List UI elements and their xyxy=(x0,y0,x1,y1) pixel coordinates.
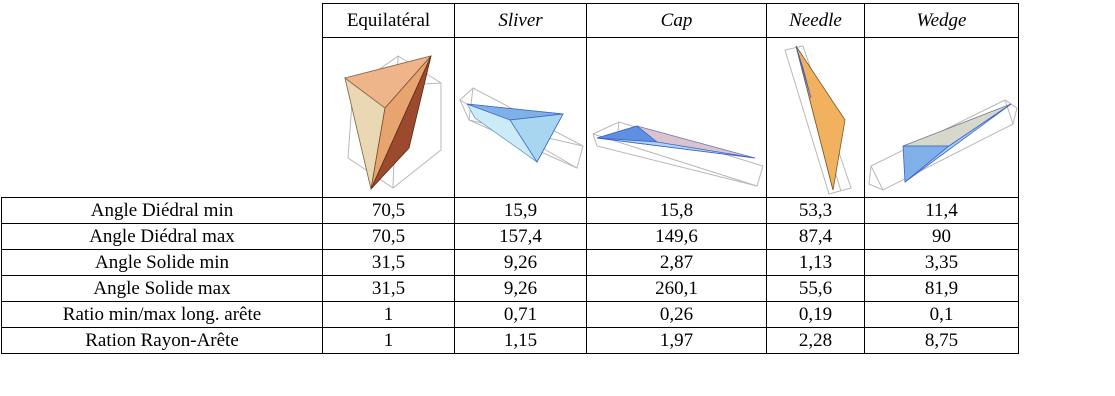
cell-radius-edge-cap: 1,97 xyxy=(586,327,767,354)
cell-dihedral-max-equilateral: 70,5 xyxy=(322,223,455,250)
image-row-blank-cell xyxy=(1,37,323,198)
cell-solid-max-needle: 55,6 xyxy=(766,275,865,302)
image-row xyxy=(1,37,1019,198)
cell-solid-min-equilateral: 31,5 xyxy=(322,249,455,276)
equilateral-image-cell xyxy=(322,37,455,198)
cell-edge-ratio-equilateral: 1 xyxy=(322,301,455,328)
cell-dihedral-min-equilateral: 70,5 xyxy=(322,197,455,224)
header-row: Equilatéral Sliver Cap Needle Wedge xyxy=(2,3,1019,38)
table-row: Ratio min/max long. arête 1 0,71 0,26 0,… xyxy=(1,301,1019,328)
cell-radius-edge-equilateral: 1 xyxy=(322,327,455,354)
cell-solid-max-equilateral: 31,5 xyxy=(322,275,455,302)
row-label-edge-ratio: Ratio min/max long. arête xyxy=(1,301,323,328)
col-header-cap: Cap xyxy=(586,3,767,38)
cell-dihedral-min-wedge: 11,4 xyxy=(864,197,1019,224)
wedge-image-cell xyxy=(864,37,1019,198)
cell-solid-min-needle: 1,13 xyxy=(766,249,865,276)
cell-dihedral-min-needle: 53,3 xyxy=(766,197,865,224)
needle-face-blue xyxy=(795,45,812,99)
cell-dihedral-min-cap: 15,8 xyxy=(586,197,767,224)
cell-solid-min-sliver: 9,26 xyxy=(454,249,587,276)
cell-solid-max-cap: 260,1 xyxy=(586,275,767,302)
cap-image-cell xyxy=(586,37,767,198)
row-label-radius-edge: Ration Rayon-Arête xyxy=(1,327,323,354)
cell-radius-edge-needle: 2,28 xyxy=(766,327,865,354)
col-header-equilateral: Equilatéral xyxy=(322,3,455,38)
cell-dihedral-max-wedge: 90 xyxy=(864,223,1019,250)
wedge-face-back xyxy=(902,103,1012,147)
cap-tetrahedron-illustration xyxy=(592,121,764,187)
cell-solid-min-wedge: 3,35 xyxy=(864,249,1019,276)
needle-face-right xyxy=(795,45,846,191)
wedge-face-front xyxy=(904,103,1012,183)
table-row: Angle Diédral min 70,5 15,9 15,8 53,3 11… xyxy=(1,197,1019,224)
wedge-tetrahedron-illustration xyxy=(868,99,1018,191)
tetrahedron-metrics-table: Equilatéral Sliver Cap Needle Wedge xyxy=(1,3,1019,354)
cell-dihedral-max-cap: 149,6 xyxy=(586,223,767,250)
sliver-tetrahedron-illustration xyxy=(459,87,584,169)
cell-solid-max-wedge: 81,9 xyxy=(864,275,1019,302)
row-label-dihedral-max: Angle Diédral max xyxy=(1,223,323,250)
cell-edge-ratio-cap: 0,26 xyxy=(586,301,767,328)
row-label-dihedral-min: Angle Diédral min xyxy=(1,197,323,224)
cell-dihedral-min-sliver: 15,9 xyxy=(454,197,587,224)
table-row: Ration Rayon-Arête 1 1,15 1,97 2,28 8,75 xyxy=(1,327,1019,354)
table-row: Angle Solide max 31,5 9,26 260,1 55,6 81… xyxy=(1,275,1019,302)
cell-dihedral-max-needle: 87,4 xyxy=(766,223,865,250)
cell-edge-ratio-needle: 0,19 xyxy=(766,301,865,328)
row-label-solid-min: Angle Solide min xyxy=(1,249,323,276)
col-header-wedge: Wedge xyxy=(864,3,1019,38)
cell-solid-max-sliver: 9,26 xyxy=(454,275,587,302)
cell-dihedral-max-sliver: 157,4 xyxy=(454,223,587,250)
cell-radius-edge-wedge: 8,75 xyxy=(864,327,1019,354)
cell-edge-ratio-wedge: 0,1 xyxy=(864,301,1019,328)
equilateral-face-dark xyxy=(370,55,432,190)
cap-face-front xyxy=(596,137,756,159)
wedge-bounding-box xyxy=(868,99,1018,191)
cell-solid-min-cap: 2,87 xyxy=(586,249,767,276)
needle-tetrahedron-illustration xyxy=(784,45,852,195)
table-row: Angle Diédral max 70,5 157,4 149,6 87,4 … xyxy=(1,223,1019,250)
col-header-sliver: Sliver xyxy=(454,3,587,38)
col-header-needle: Needle xyxy=(766,3,865,38)
equilateral-tetrahedron-illustration xyxy=(344,55,442,191)
corner-cell xyxy=(2,4,323,38)
cell-radius-edge-sliver: 1,15 xyxy=(454,327,587,354)
cell-edge-ratio-sliver: 0,71 xyxy=(454,301,587,328)
sliver-face-front xyxy=(509,113,564,163)
table-row: Angle Solide min 31,5 9,26 2,87 1,13 3,3… xyxy=(1,249,1019,276)
sliver-image-cell xyxy=(454,37,587,198)
row-label-solid-max: Angle Solide max xyxy=(1,275,323,302)
needle-image-cell xyxy=(766,37,865,198)
